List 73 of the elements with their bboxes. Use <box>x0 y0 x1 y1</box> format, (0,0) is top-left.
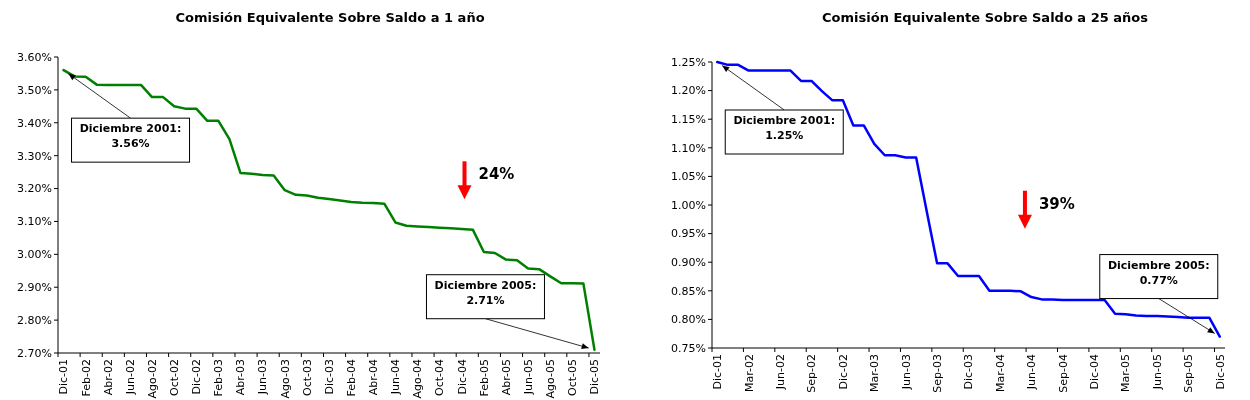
annotation: 39% <box>1038 194 1075 213</box>
x-tick-label: Mar-04 <box>993 354 1007 393</box>
y-tick-label: 2.70% <box>17 346 52 360</box>
y-tick-label: 3.30% <box>17 149 52 163</box>
y-tick-label: 0.85% <box>671 284 706 298</box>
x-tick-label: Feb-03 <box>212 359 226 397</box>
x-tick-label: Dic-04 <box>1087 354 1101 390</box>
x-tick-label: Dic-02 <box>190 359 204 395</box>
x-tick-label: Dic-01 <box>57 359 71 395</box>
y-tick-label: 3.00% <box>17 248 52 262</box>
annotation: 24% <box>478 165 515 184</box>
y-tick-label: 0.80% <box>671 313 706 327</box>
x-tick-label: Sep-03 <box>930 354 944 393</box>
x-tick-label: Dic-03 <box>322 359 336 395</box>
annotation: Diciembre 2001: 1.25% <box>733 114 836 142</box>
line-series <box>715 60 1222 338</box>
x-tick-label: Sep-05 <box>1182 354 1196 393</box>
x-tick-label: Oct-03 <box>300 359 314 396</box>
y-tick-label: 3.20% <box>17 182 52 196</box>
x-tick-label: Oct-05 <box>566 359 580 396</box>
y-tick-label: 2.80% <box>17 313 52 327</box>
x-tick-label: Jun-03 <box>899 354 913 391</box>
y-tick-label: 1.00% <box>671 198 706 212</box>
y-tick-label: 2.90% <box>17 281 52 295</box>
chart-title: Comisión Equivalente Sobre Saldo a 25 años <box>822 10 1149 25</box>
y-tick-label: 0.90% <box>671 256 706 270</box>
x-tick-label: Jun-05 <box>1150 354 1164 391</box>
x-tick-label: Jun-05 <box>521 359 535 396</box>
y-tick-label: 1.20% <box>671 84 706 98</box>
x-tick-label: Abr-04 <box>367 359 381 396</box>
x-tick-label: Abr-05 <box>499 359 513 396</box>
x-tick-label: Mar-05 <box>1119 354 1133 393</box>
x-tick-label: Jun-02 <box>123 359 137 396</box>
x-tick-label: Jun-04 <box>389 359 403 396</box>
x-tick-label: Jun-03 <box>256 359 270 396</box>
x-tick-label: Mar-03 <box>868 354 882 393</box>
x-tick-label: Dic-04 <box>455 359 469 395</box>
y-tick-label: 1.25% <box>671 55 706 69</box>
x-tick-label: Sep-02 <box>805 354 819 393</box>
x-tick-label: Feb-04 <box>344 359 358 397</box>
annotation: Diciembre 2005: 0.77% <box>1107 258 1210 287</box>
x-tick-label: Dic-02 <box>836 354 850 390</box>
x-tick-label: Sep-04 <box>1056 354 1070 393</box>
x-tick-label: Dic-01 <box>711 354 725 390</box>
x-tick-label: Ago-02 <box>145 359 159 399</box>
y-tick-label: 3.40% <box>17 116 52 130</box>
x-tick-label: Dic-05 <box>588 359 602 395</box>
y-tick-label: 1.10% <box>671 141 706 155</box>
y-tick-label: 0.75% <box>671 341 706 355</box>
x-tick-label: Oct-04 <box>433 359 447 396</box>
x-tick-label: Dic-05 <box>1213 354 1227 390</box>
x-tick-label: Feb-05 <box>477 359 491 397</box>
y-tick-label: 3.60% <box>17 50 52 64</box>
y-tick-label: 0.95% <box>671 227 706 241</box>
x-tick-label: Jun-04 <box>1025 354 1039 391</box>
x-tick-label: Oct-02 <box>167 359 181 396</box>
annotation: Diciembre 2005: 2.71% <box>434 278 537 307</box>
y-tick-label: 3.10% <box>17 215 52 229</box>
x-tick-label: Ago-04 <box>411 359 425 399</box>
x-tick-label: Abr-02 <box>101 359 115 396</box>
x-tick-label: Ago-05 <box>544 359 558 399</box>
annotation: Diciembre 2001: 3.56% <box>79 122 182 151</box>
x-tick-label: Ago-03 <box>278 359 292 399</box>
y-tick-label: 1.05% <box>671 170 706 184</box>
x-tick-label: Abr-03 <box>234 359 248 396</box>
x-tick-label: Feb-02 <box>79 359 93 397</box>
line-series <box>62 68 596 351</box>
x-tick-label: Jun-02 <box>773 354 787 391</box>
y-tick-label: 1.15% <box>671 113 706 127</box>
chart-title: Comisión Equivalente Sobre Saldo a 1 año <box>175 10 485 25</box>
y-tick-label: 3.50% <box>17 83 52 97</box>
x-tick-label: Dic-03 <box>962 354 976 390</box>
x-tick-label: Mar-02 <box>742 354 756 393</box>
